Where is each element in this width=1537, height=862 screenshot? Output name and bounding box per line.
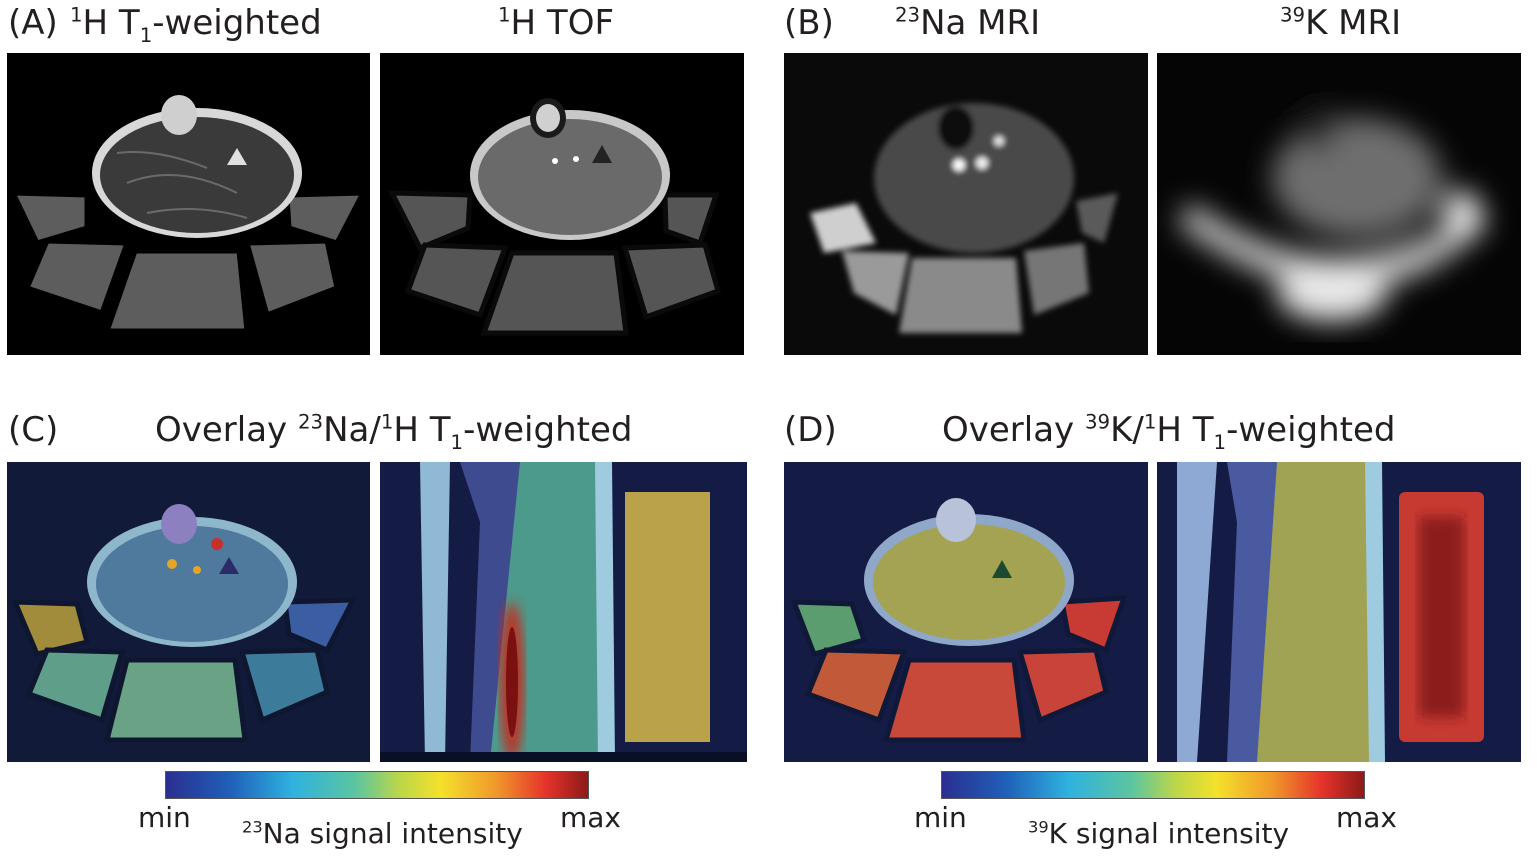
title-k-mri: 39K MRI [1280, 3, 1402, 43]
image-tof-axial [380, 53, 744, 355]
panel-letter-b: (B) [784, 3, 834, 43]
panel-letter-c: (C) [8, 410, 59, 450]
panel-letter-d: (D) [784, 410, 837, 450]
image-overlay-na-axial [7, 462, 370, 762]
image-k-mri [1157, 53, 1521, 355]
title-na-mri: 23Na MRI [895, 3, 1041, 43]
colorbar-k [941, 771, 1365, 799]
title-overlay-na: Overlay 23Na/1H T1-weighted [155, 410, 633, 454]
image-overlay-na-sagittal [380, 462, 747, 762]
image-na-mri [784, 53, 1148, 355]
colorbar-na-caption: 23Na signal intensity [242, 817, 523, 850]
colorbar-na [165, 771, 589, 799]
panel-letter-a: (A) [8, 3, 58, 43]
title-t1-weighted: 1H T1-weighted [70, 3, 322, 47]
image-overlay-k-axial [784, 462, 1148, 762]
colorbar-na-max-label: max [560, 801, 622, 834]
image-overlay-k-sagittal [1157, 462, 1521, 762]
colorbar-k-max-label: max [1336, 801, 1398, 834]
colorbar-k-min-label: min [914, 801, 967, 834]
colorbar-k-caption: 39K signal intensity [1028, 817, 1290, 850]
title-overlay-k: Overlay 39K/1H T1-weighted [942, 410, 1396, 454]
colorbar-na-min-label: min [138, 801, 191, 834]
image-t1-weighted-axial [7, 53, 370, 355]
title-tof: 1H TOF [498, 3, 615, 43]
